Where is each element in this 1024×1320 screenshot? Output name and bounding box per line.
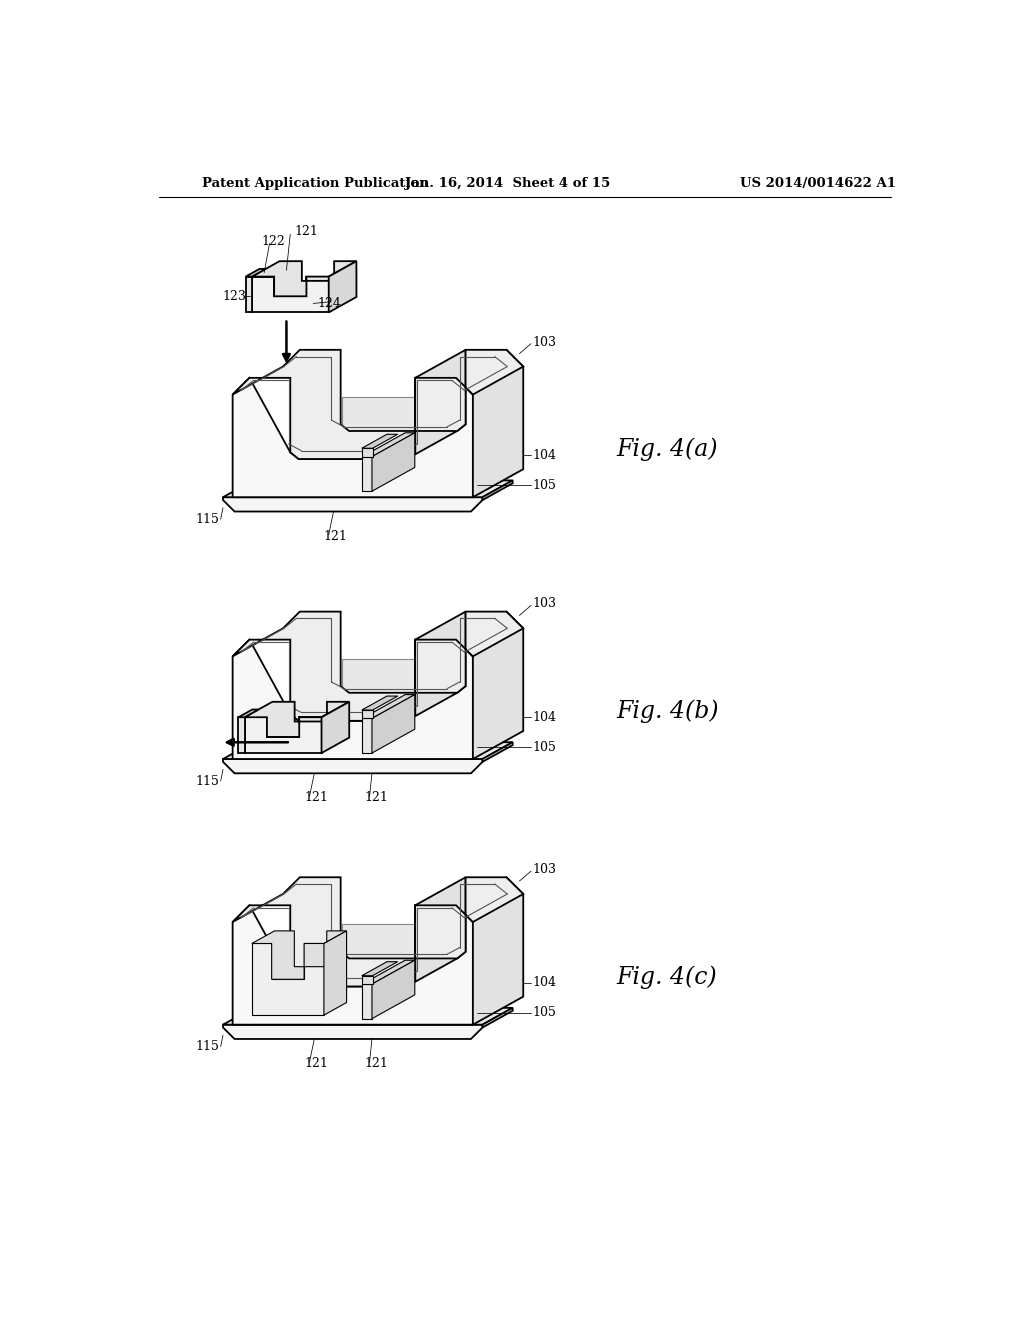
Text: Patent Application Publication: Patent Application Publication (202, 177, 428, 190)
Text: 123: 123 (222, 290, 247, 302)
Polygon shape (362, 985, 372, 1019)
Text: 115: 115 (196, 1040, 220, 1053)
Polygon shape (342, 397, 457, 433)
Polygon shape (246, 277, 252, 313)
Polygon shape (232, 611, 523, 721)
Text: 122: 122 (262, 235, 286, 248)
Polygon shape (456, 350, 523, 498)
Polygon shape (361, 696, 397, 710)
Polygon shape (372, 694, 415, 752)
Polygon shape (232, 906, 473, 1024)
Polygon shape (245, 702, 349, 737)
Polygon shape (362, 960, 415, 985)
Polygon shape (245, 717, 322, 752)
Text: US 2014/0014622 A1: US 2014/0014622 A1 (739, 177, 896, 190)
Polygon shape (456, 878, 523, 1024)
Polygon shape (407, 878, 466, 986)
Polygon shape (223, 1008, 513, 1024)
Polygon shape (329, 261, 356, 313)
Polygon shape (232, 878, 523, 986)
Text: 104: 104 (532, 449, 557, 462)
Text: Jan. 16, 2014  Sheet 4 of 15: Jan. 16, 2014 Sheet 4 of 15 (406, 177, 610, 190)
Text: Fig. 4(c): Fig. 4(c) (616, 965, 717, 989)
Polygon shape (372, 960, 415, 1019)
Polygon shape (407, 350, 466, 459)
Text: Fig. 4(b): Fig. 4(b) (616, 700, 719, 723)
Polygon shape (482, 742, 513, 762)
Polygon shape (482, 1008, 513, 1027)
Text: 103: 103 (532, 598, 557, 610)
Polygon shape (223, 498, 482, 512)
Polygon shape (342, 924, 457, 961)
Text: 124: 124 (317, 297, 341, 310)
Text: 115: 115 (196, 512, 220, 525)
Text: 104: 104 (532, 977, 557, 990)
Polygon shape (482, 480, 513, 500)
Text: 121: 121 (305, 792, 329, 804)
Text: 115: 115 (196, 775, 220, 788)
Polygon shape (232, 378, 473, 498)
Polygon shape (232, 350, 523, 459)
Polygon shape (342, 659, 457, 696)
Text: 104: 104 (532, 710, 557, 723)
Text: 121: 121 (294, 226, 318, 239)
Polygon shape (372, 433, 415, 491)
Polygon shape (232, 640, 473, 759)
Polygon shape (362, 433, 415, 457)
Polygon shape (252, 277, 329, 313)
Polygon shape (252, 944, 324, 1015)
Polygon shape (223, 480, 513, 498)
Polygon shape (322, 702, 349, 752)
Polygon shape (223, 742, 513, 759)
Polygon shape (239, 717, 245, 752)
Polygon shape (361, 710, 373, 718)
Polygon shape (324, 931, 346, 1015)
Polygon shape (362, 457, 372, 491)
Text: 105: 105 (532, 741, 556, 754)
Polygon shape (362, 694, 415, 718)
Polygon shape (456, 611, 523, 759)
Polygon shape (361, 962, 397, 975)
Text: 103: 103 (532, 863, 557, 876)
Polygon shape (407, 611, 466, 721)
Polygon shape (362, 718, 372, 752)
Polygon shape (361, 434, 397, 449)
Polygon shape (223, 759, 482, 774)
Text: 105: 105 (532, 479, 556, 492)
Polygon shape (239, 710, 258, 717)
Polygon shape (223, 1024, 482, 1039)
Text: Fig. 4(a): Fig. 4(a) (616, 438, 718, 461)
Polygon shape (252, 931, 346, 979)
Text: 121: 121 (324, 529, 348, 543)
Text: 105: 105 (532, 1006, 556, 1019)
Text: 121: 121 (365, 1057, 389, 1071)
Text: 121: 121 (365, 792, 389, 804)
Polygon shape (361, 975, 373, 985)
Text: 121: 121 (305, 1057, 329, 1071)
Polygon shape (361, 449, 373, 457)
Text: 103: 103 (532, 335, 557, 348)
Polygon shape (252, 261, 356, 296)
Polygon shape (246, 269, 265, 277)
